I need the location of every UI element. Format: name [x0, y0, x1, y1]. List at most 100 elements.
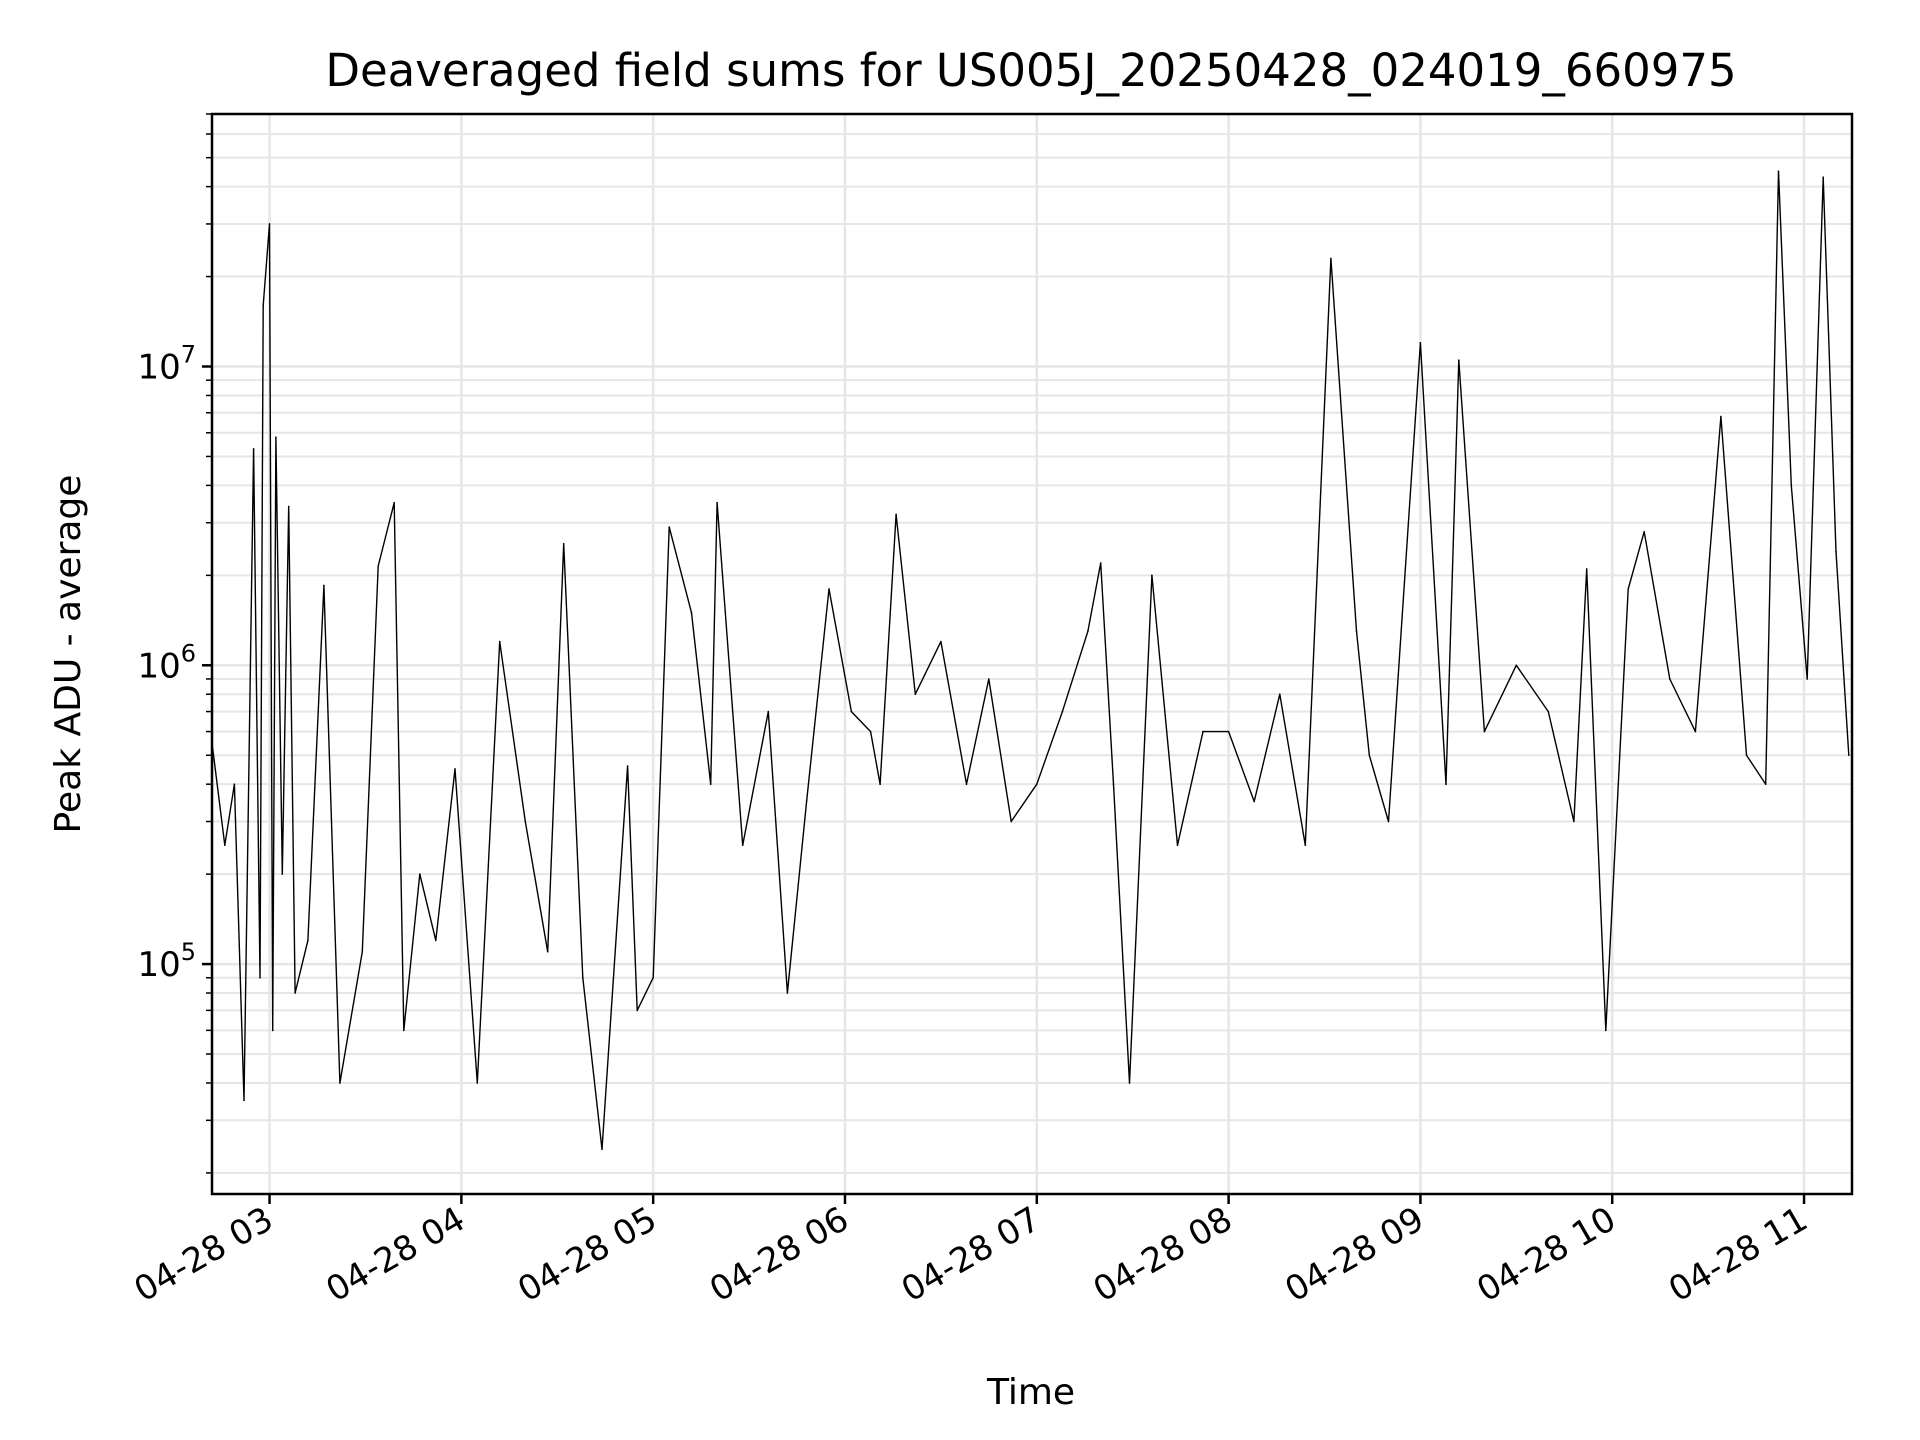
data-point	[1036, 783, 1038, 785]
data-point	[562, 543, 565, 545]
data-point	[403, 1029, 405, 1032]
data-point	[1605, 1029, 1607, 1032]
data-point	[1419, 342, 1422, 344]
data-point	[1330, 257, 1332, 260]
data-point	[709, 783, 712, 785]
data-point	[767, 710, 770, 713]
data-point	[1368, 754, 1371, 756]
data-point	[275, 436, 277, 439]
data-point	[281, 873, 284, 875]
data-point	[243, 1099, 245, 1102]
data-point	[690, 611, 693, 614]
data-point	[1202, 730, 1204, 733]
data-point	[1253, 800, 1255, 803]
data-point	[895, 513, 897, 516]
grid-lines	[212, 113, 1852, 1194]
data-point	[1151, 574, 1153, 577]
data-point	[1745, 754, 1748, 756]
series-line-0	[211, 170, 1850, 1151]
data-point	[476, 1082, 479, 1084]
data-point	[1010, 820, 1012, 823]
y-axis-label: Peak ADU - average	[48, 475, 89, 834]
data-point	[498, 640, 501, 643]
data-point	[1669, 678, 1671, 680]
data-point	[361, 950, 364, 953]
data-point	[271, 1029, 274, 1032]
data-point	[668, 526, 670, 528]
series-layer	[211, 170, 1850, 1151]
data-point	[1279, 693, 1281, 695]
data-point	[988, 678, 990, 680]
data-point	[1387, 820, 1390, 823]
data-point	[268, 223, 271, 225]
x-axis-label: Time	[986, 1372, 1075, 1413]
data-point	[393, 501, 396, 504]
data-point	[1087, 630, 1089, 632]
data-point	[1099, 562, 1102, 564]
data-point	[377, 565, 380, 567]
data-point	[741, 844, 744, 846]
data-point	[454, 768, 456, 770]
data-point	[1176, 844, 1179, 846]
data-point	[1585, 568, 1588, 570]
data-point	[1720, 415, 1722, 418]
data-point	[1515, 664, 1518, 667]
data-point	[869, 730, 872, 733]
data-point	[1483, 730, 1486, 733]
data-point	[1547, 710, 1550, 713]
data-point	[524, 820, 527, 823]
y-tick-label: 106	[137, 639, 196, 686]
data-point	[1112, 783, 1115, 785]
data-point	[339, 1082, 341, 1084]
data-point	[879, 783, 881, 785]
data-point	[287, 505, 290, 508]
data-point	[1694, 730, 1697, 733]
data-point	[1445, 783, 1447, 785]
data-point	[546, 950, 549, 953]
data-point	[419, 873, 421, 875]
data-point	[1061, 710, 1064, 713]
y-tick-label: 107	[137, 341, 196, 388]
data-point	[786, 992, 789, 994]
data-point	[850, 710, 853, 713]
data-point	[1458, 359, 1460, 362]
y-axis: 105 106 107	[137, 113, 212, 1174]
data-point	[716, 501, 718, 504]
data-point	[626, 765, 629, 767]
data-point	[323, 584, 325, 587]
data-point	[1573, 820, 1575, 823]
data-point	[1355, 630, 1358, 632]
data-point	[262, 304, 265, 307]
data-point	[1128, 1082, 1131, 1084]
data-point	[828, 588, 830, 590]
data-point	[1806, 678, 1808, 680]
data-point	[233, 783, 236, 785]
data-point	[914, 693, 917, 695]
data-point	[601, 1148, 603, 1151]
data-point	[1627, 588, 1629, 590]
data-point	[294, 992, 296, 994]
data-point	[1643, 530, 1645, 533]
y-tick-label: 105	[137, 938, 196, 985]
data-point	[259, 976, 261, 979]
data-point	[252, 448, 255, 450]
data-point	[1790, 484, 1793, 487]
data-point	[582, 976, 584, 979]
data-point	[805, 800, 808, 803]
data-point	[224, 844, 226, 846]
data-point	[965, 783, 968, 785]
data-point	[1764, 783, 1767, 785]
data-point	[1304, 844, 1307, 846]
data-point	[1822, 176, 1824, 178]
data-point	[1848, 754, 1850, 756]
data-point	[636, 1009, 638, 1012]
data-point	[652, 976, 654, 979]
data-point	[940, 640, 942, 643]
data-point	[1227, 730, 1230, 733]
chart-title: Deaveraged field sums for US005J_2025042…	[325, 44, 1736, 97]
data-point	[1777, 170, 1780, 173]
data-point	[1835, 550, 1837, 553]
data-point	[307, 939, 309, 942]
plot-area-frame	[210, 112, 1854, 1196]
